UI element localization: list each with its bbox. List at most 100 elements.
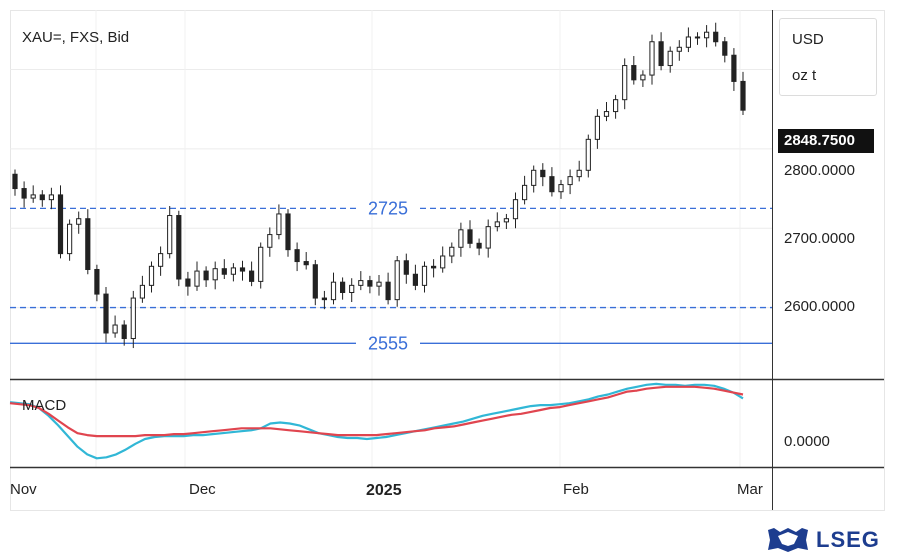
candle-4: [48, 187, 54, 210]
candle-body-19: [185, 278, 191, 287]
candle-19: [185, 271, 191, 296]
candle-24: [230, 263, 237, 282]
candle-71: [658, 32, 664, 71]
signal-line: [9, 385, 744, 438]
candle-39: [367, 275, 373, 294]
candle-65: [603, 102, 610, 122]
candle-69: [640, 70, 646, 87]
candle-body-76: [704, 31, 710, 39]
candle-67: [622, 58, 628, 110]
candle-body-61: [567, 176, 573, 186]
y-tick-2600: 2600.0000: [784, 298, 855, 315]
candle-body-36: [340, 281, 346, 294]
candle-body-38: [358, 280, 364, 286]
candle-body-59: [549, 176, 555, 193]
candle-10: [103, 286, 109, 343]
candle-50: [467, 220, 473, 249]
last-price-tag: 2848.7500: [778, 129, 874, 153]
candle-body-68: [631, 65, 637, 81]
level-label-2725: 2725: [368, 198, 408, 218]
candle-body-77: [713, 31, 719, 43]
candle-74: [685, 27, 691, 53]
candle-body-69: [640, 74, 646, 81]
candle-body-28: [267, 234, 273, 248]
candle-47: [440, 246, 446, 273]
candle-15: [148, 261, 155, 293]
candle-body-74: [685, 36, 691, 48]
candle-2: [30, 185, 36, 203]
candle-58: [540, 163, 546, 187]
candle-body-8: [85, 218, 91, 270]
level-label-2555: 2555: [368, 333, 408, 353]
candle-body-12: [121, 324, 127, 340]
candle-body-18: [176, 215, 182, 280]
candle-body-44: [412, 273, 418, 286]
candle-body-11: [112, 324, 118, 334]
candle-body-41: [385, 281, 391, 301]
candle-11: [112, 315, 118, 338]
candle-body-64: [594, 115, 600, 140]
candle-17: [167, 206, 173, 259]
candle-53: [494, 212, 500, 232]
candle-body-72: [667, 50, 673, 67]
candle-body-10: [103, 293, 109, 334]
candle-44: [412, 264, 418, 291]
candle-32: [303, 252, 309, 270]
candle-body-58: [540, 169, 546, 178]
candles: [12, 22, 746, 349]
candle-33: [312, 259, 318, 306]
candle-70: [649, 34, 655, 85]
x-tick-mar: Mar: [737, 481, 763, 498]
candle-body-9: [94, 268, 100, 295]
candle-body-57: [531, 169, 537, 186]
candle-body-14: [139, 284, 146, 299]
candle-60: [558, 179, 564, 199]
candle-body-3: [39, 194, 45, 201]
candle-30: [285, 209, 291, 257]
candle-body-16: [158, 253, 164, 267]
candle-80: [740, 71, 746, 115]
candle-body-0: [12, 173, 18, 190]
candle-68: [631, 56, 637, 85]
candle-49: [458, 222, 464, 257]
candle-77: [713, 22, 719, 47]
macd-pane: [9, 382, 744, 460]
chart-frame: [10, 10, 885, 511]
candle-body-22: [212, 268, 218, 281]
candle-body-55: [512, 199, 519, 220]
candle-59: [549, 167, 555, 197]
candle-3: [39, 190, 45, 207]
candle-body-4: [48, 194, 54, 201]
x-tick-feb: Feb: [563, 481, 589, 498]
candle-body-51: [476, 242, 482, 249]
candle-48: [449, 242, 455, 264]
candle-62: [576, 160, 582, 182]
candle-6: [67, 219, 73, 261]
candle-9: [94, 264, 100, 302]
candle-61: [567, 169, 573, 195]
candle-body-60: [558, 184, 564, 193]
candle-body-45: [421, 265, 428, 286]
candle-72: [667, 46, 673, 73]
x-tick-2025: 2025: [366, 482, 402, 499]
candle-12: [121, 320, 127, 346]
candle-21: [203, 266, 209, 287]
candle-45: [421, 261, 428, 293]
y-tick-2800: 2800.0000: [784, 162, 855, 179]
candle-51: [476, 238, 482, 256]
candle-78: [722, 36, 728, 63]
candle-body-6: [67, 223, 73, 255]
candle-body-47: [440, 255, 446, 269]
macd-line: [9, 382, 744, 460]
lseg-crest-icon: [768, 528, 808, 552]
candle-body-33: [312, 264, 318, 299]
candle-34: [321, 290, 327, 310]
candle-body-40: [376, 281, 382, 287]
candle-body-49: [458, 229, 464, 248]
candle-29: [276, 204, 282, 240]
candle-body-75: [694, 36, 701, 39]
x-tick-nov: Nov: [10, 481, 37, 498]
lseg-logo: LSEG: [764, 526, 892, 554]
grid: [10, 10, 772, 467]
